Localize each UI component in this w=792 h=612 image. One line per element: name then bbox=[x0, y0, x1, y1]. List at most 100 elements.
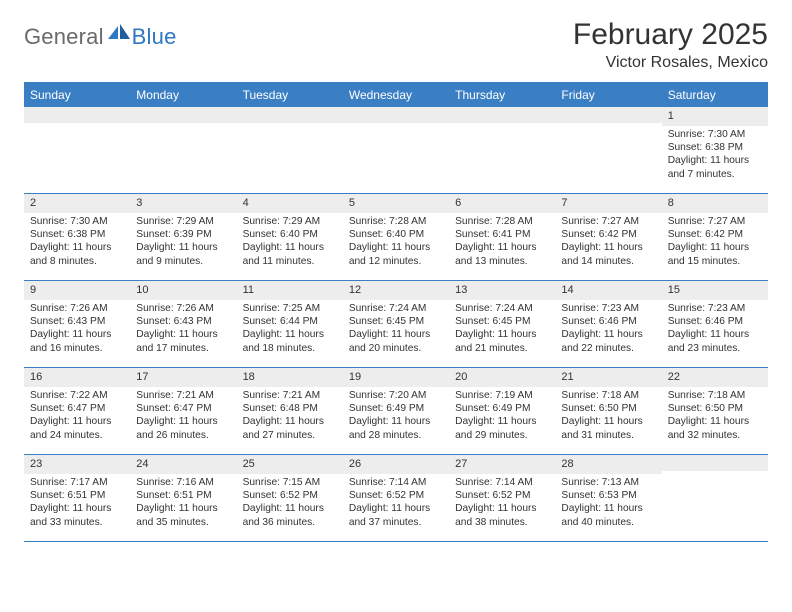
day-info-line: Sunrise: 7:20 AM bbox=[349, 389, 443, 402]
day-info-line: Sunset: 6:49 PM bbox=[349, 402, 443, 415]
day-info-line: Sunset: 6:45 PM bbox=[349, 315, 443, 328]
day-number: 15 bbox=[662, 281, 768, 300]
day-info-line: Sunset: 6:43 PM bbox=[136, 315, 230, 328]
day-number bbox=[24, 107, 130, 123]
day-info-line: Sunset: 6:46 PM bbox=[668, 315, 762, 328]
day-info-line: Sunrise: 7:21 AM bbox=[243, 389, 337, 402]
day-info-line: Daylight: 11 hours and 37 minutes. bbox=[349, 502, 443, 529]
day-body: Sunrise: 7:26 AMSunset: 6:43 PMDaylight:… bbox=[24, 300, 130, 360]
day-cell: 4Sunrise: 7:29 AMSunset: 6:40 PMDaylight… bbox=[237, 194, 343, 280]
calendar-grid: SundayMondayTuesdayWednesdayThursdayFrid… bbox=[24, 82, 768, 542]
day-info-line: Sunrise: 7:23 AM bbox=[668, 302, 762, 315]
day-info-line: Sunrise: 7:14 AM bbox=[349, 476, 443, 489]
day-info-line: Sunrise: 7:23 AM bbox=[561, 302, 655, 315]
day-info-line: Daylight: 11 hours and 32 minutes. bbox=[668, 415, 762, 442]
day-info-line: Daylight: 11 hours and 23 minutes. bbox=[668, 328, 762, 355]
day-number: 17 bbox=[130, 368, 236, 387]
week-row: 2Sunrise: 7:30 AMSunset: 6:38 PMDaylight… bbox=[24, 194, 768, 281]
day-cell bbox=[449, 107, 555, 193]
day-cell: 5Sunrise: 7:28 AMSunset: 6:40 PMDaylight… bbox=[343, 194, 449, 280]
day-info-line: Daylight: 11 hours and 20 minutes. bbox=[349, 328, 443, 355]
day-number: 14 bbox=[555, 281, 661, 300]
day-info-line: Sunset: 6:52 PM bbox=[349, 489, 443, 502]
day-body: Sunrise: 7:21 AMSunset: 6:48 PMDaylight:… bbox=[237, 387, 343, 447]
day-body: Sunrise: 7:14 AMSunset: 6:52 PMDaylight:… bbox=[343, 474, 449, 534]
day-info-line: Daylight: 11 hours and 33 minutes. bbox=[30, 502, 124, 529]
day-cell bbox=[343, 107, 449, 193]
day-info-line: Daylight: 11 hours and 16 minutes. bbox=[30, 328, 124, 355]
day-number: 7 bbox=[555, 194, 661, 213]
day-info-line: Sunrise: 7:27 AM bbox=[561, 215, 655, 228]
weekday-header: Wednesday bbox=[343, 84, 449, 107]
weekday-header: Thursday bbox=[449, 84, 555, 107]
day-number: 8 bbox=[662, 194, 768, 213]
day-cell: 2Sunrise: 7:30 AMSunset: 6:38 PMDaylight… bbox=[24, 194, 130, 280]
day-cell: 3Sunrise: 7:29 AMSunset: 6:39 PMDaylight… bbox=[130, 194, 236, 280]
day-body: Sunrise: 7:24 AMSunset: 6:45 PMDaylight:… bbox=[343, 300, 449, 360]
day-info-line: Sunrise: 7:26 AM bbox=[136, 302, 230, 315]
day-cell: 18Sunrise: 7:21 AMSunset: 6:48 PMDayligh… bbox=[237, 368, 343, 454]
day-info-line: Sunrise: 7:29 AM bbox=[136, 215, 230, 228]
day-number: 5 bbox=[343, 194, 449, 213]
day-cell: 7Sunrise: 7:27 AMSunset: 6:42 PMDaylight… bbox=[555, 194, 661, 280]
day-body: Sunrise: 7:29 AMSunset: 6:39 PMDaylight:… bbox=[130, 213, 236, 273]
day-info-line: Sunset: 6:41 PM bbox=[455, 228, 549, 241]
weekday-header: Friday bbox=[555, 84, 661, 107]
day-cell bbox=[555, 107, 661, 193]
day-info-line: Sunrise: 7:30 AM bbox=[30, 215, 124, 228]
day-body bbox=[662, 471, 768, 477]
day-info-line: Daylight: 11 hours and 29 minutes. bbox=[455, 415, 549, 442]
day-body: Sunrise: 7:18 AMSunset: 6:50 PMDaylight:… bbox=[662, 387, 768, 447]
day-cell: 15 Sunrise: 7:23 AMSunset: 6:46 PMDayligh… bbox=[662, 281, 768, 367]
day-cell: 12Sunrise: 7:24 AMSunset: 6:45 PMDayligh… bbox=[343, 281, 449, 367]
day-number: 27 bbox=[449, 455, 555, 474]
day-number bbox=[662, 455, 768, 471]
day-info-line: Sunset: 6:51 PM bbox=[30, 489, 124, 502]
day-body: Sunrise: 7:29 AMSunset: 6:40 PMDaylight:… bbox=[237, 213, 343, 273]
day-cell: 6Sunrise: 7:28 AMSunset: 6:41 PMDaylight… bbox=[449, 194, 555, 280]
day-number: 21 bbox=[555, 368, 661, 387]
week-row: 23Sunrise: 7:17 AMSunset: 6:51 PMDayligh… bbox=[24, 455, 768, 542]
day-info-line: Sunrise: 7:18 AM bbox=[561, 389, 655, 402]
day-info-line: Daylight: 11 hours and 38 minutes. bbox=[455, 502, 549, 529]
day-body: Sunrise: 7:25 AMSunset: 6:44 PMDaylight:… bbox=[237, 300, 343, 360]
day-number: 26 bbox=[343, 455, 449, 474]
day-cell: 23Sunrise: 7:17 AMSunset: 6:51 PMDayligh… bbox=[24, 455, 130, 541]
day-info-line: Daylight: 11 hours and 17 minutes. bbox=[136, 328, 230, 355]
day-info-line: Daylight: 11 hours and 35 minutes. bbox=[136, 502, 230, 529]
weekday-header: Monday bbox=[130, 84, 236, 107]
day-number: 19 bbox=[343, 368, 449, 387]
day-cell: 8Sunrise: 7:27 AMSunset: 6:42 PMDaylight… bbox=[662, 194, 768, 280]
day-body: Sunrise: 7:23 AMSunset: 6:46 PMDaylight:… bbox=[555, 300, 661, 360]
day-cell bbox=[24, 107, 130, 193]
day-info-line: Daylight: 11 hours and 11 minutes. bbox=[243, 241, 337, 268]
day-info-line: Sunset: 6:52 PM bbox=[243, 489, 337, 502]
day-number bbox=[237, 107, 343, 123]
day-info-line: Daylight: 11 hours and 27 minutes. bbox=[243, 415, 337, 442]
day-body bbox=[555, 123, 661, 129]
day-info-line: Daylight: 11 hours and 36 minutes. bbox=[243, 502, 337, 529]
weekday-header: Saturday bbox=[662, 84, 768, 107]
day-info-line: Sunset: 6:52 PM bbox=[455, 489, 549, 502]
day-cell: 14Sunrise: 7:23 AMSunset: 6:46 PMDayligh… bbox=[555, 281, 661, 367]
day-body: Sunrise: 7:30 AMSunset: 6:38 PMDaylight:… bbox=[662, 126, 768, 186]
day-cell: 20Sunrise: 7:19 AMSunset: 6:49 PMDayligh… bbox=[449, 368, 555, 454]
day-number bbox=[130, 107, 236, 123]
day-body bbox=[343, 123, 449, 129]
day-number bbox=[343, 107, 449, 123]
day-cell: 25Sunrise: 7:15 AMSunset: 6:52 PMDayligh… bbox=[237, 455, 343, 541]
day-body: Sunrise: 7:15 AMSunset: 6:52 PMDaylight:… bbox=[237, 474, 343, 534]
day-number bbox=[555, 107, 661, 123]
day-info-line: Sunset: 6:50 PM bbox=[561, 402, 655, 415]
day-info-line: Sunrise: 7:28 AM bbox=[455, 215, 549, 228]
day-info-line: Sunrise: 7:27 AM bbox=[668, 215, 762, 228]
day-number: 22 bbox=[662, 368, 768, 387]
day-body: Sunrise: 7:14 AMSunset: 6:52 PMDaylight:… bbox=[449, 474, 555, 534]
day-body: Sunrise: 7:30 AMSunset: 6:38 PMDaylight:… bbox=[24, 213, 130, 273]
day-body: Sunrise: 7:21 AMSunset: 6:47 PMDaylight:… bbox=[130, 387, 236, 447]
day-info-line: Daylight: 11 hours and 22 minutes. bbox=[561, 328, 655, 355]
day-info-line: Sunset: 6:42 PM bbox=[668, 228, 762, 241]
day-info-line: Sunrise: 7:24 AM bbox=[349, 302, 443, 315]
day-info-line: Sunrise: 7:24 AM bbox=[455, 302, 549, 315]
day-info-line: Sunset: 6:49 PM bbox=[455, 402, 549, 415]
